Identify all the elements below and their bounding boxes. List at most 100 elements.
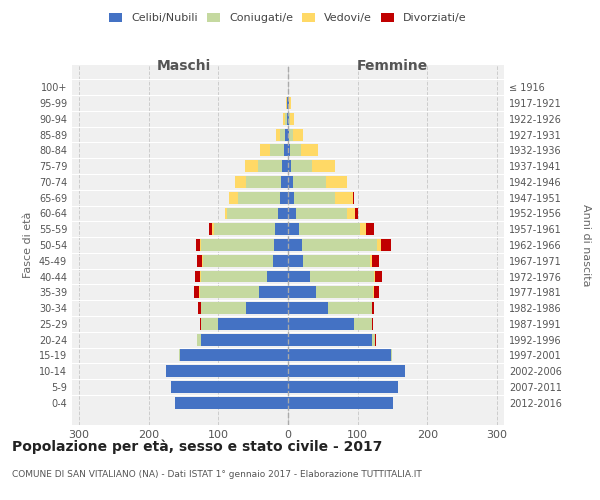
Bar bbox=[366, 224, 374, 235]
Bar bbox=[288, 192, 294, 203]
Bar bbox=[375, 270, 382, 282]
Bar bbox=[373, 255, 379, 266]
Bar bbox=[326, 176, 347, 188]
Bar bbox=[288, 113, 289, 124]
Bar bbox=[179, 350, 180, 362]
Bar bbox=[289, 97, 291, 109]
Bar bbox=[328, 302, 371, 314]
Bar bbox=[229, 192, 238, 203]
Bar bbox=[283, 113, 284, 124]
Bar bbox=[200, 286, 259, 298]
Bar bbox=[361, 224, 366, 235]
Bar bbox=[246, 176, 281, 188]
Bar bbox=[180, 350, 288, 362]
Bar bbox=[212, 224, 214, 235]
Text: Maschi: Maschi bbox=[157, 59, 211, 73]
Bar bbox=[391, 350, 392, 362]
Bar bbox=[200, 318, 201, 330]
Bar bbox=[310, 270, 374, 282]
Bar bbox=[288, 255, 304, 266]
Bar bbox=[288, 334, 371, 345]
Bar bbox=[289, 128, 293, 140]
Bar bbox=[293, 176, 326, 188]
Bar bbox=[209, 224, 212, 235]
Bar bbox=[288, 270, 310, 282]
Legend: Celibi/Nubili, Coniugati/e, Vedovi/e, Divorziati/e: Celibi/Nubili, Coniugati/e, Vedovi/e, Di… bbox=[105, 8, 471, 28]
Bar bbox=[272, 255, 288, 266]
Bar bbox=[288, 160, 292, 172]
Bar bbox=[371, 334, 375, 345]
Text: COMUNE DI SAN VITALIANO (NA) - Dati ISTAT 1° gennaio 2017 - Elaborazione TUTTITA: COMUNE DI SAN VITALIANO (NA) - Dati ISTA… bbox=[12, 470, 422, 479]
Bar bbox=[290, 144, 301, 156]
Bar bbox=[201, 270, 267, 282]
Bar bbox=[288, 239, 302, 251]
Y-axis label: Anni di nascita: Anni di nascita bbox=[581, 204, 591, 286]
Bar bbox=[289, 113, 290, 124]
Bar bbox=[292, 160, 313, 172]
Bar bbox=[302, 239, 377, 251]
Bar bbox=[373, 286, 374, 298]
Bar bbox=[275, 224, 288, 235]
Bar bbox=[278, 208, 288, 220]
Bar bbox=[288, 318, 354, 330]
Bar bbox=[224, 208, 227, 220]
Bar bbox=[288, 128, 289, 140]
Bar bbox=[274, 239, 288, 251]
Bar bbox=[294, 192, 335, 203]
Bar bbox=[238, 192, 280, 203]
Bar bbox=[288, 97, 289, 109]
Bar bbox=[288, 350, 391, 362]
Bar bbox=[287, 97, 288, 109]
Bar bbox=[202, 255, 203, 266]
Bar bbox=[276, 128, 280, 140]
Bar bbox=[354, 318, 371, 330]
Bar bbox=[197, 255, 202, 266]
Bar bbox=[283, 160, 288, 172]
Bar bbox=[304, 255, 370, 266]
Bar bbox=[258, 160, 283, 172]
Bar bbox=[246, 302, 288, 314]
Bar bbox=[288, 366, 405, 377]
Bar bbox=[316, 286, 373, 298]
Bar bbox=[288, 381, 398, 393]
Bar bbox=[203, 255, 272, 266]
Bar bbox=[347, 208, 355, 220]
Bar bbox=[288, 208, 296, 220]
Bar bbox=[260, 144, 270, 156]
Bar bbox=[214, 224, 275, 235]
Bar bbox=[355, 208, 358, 220]
Bar bbox=[171, 381, 288, 393]
Bar bbox=[353, 192, 354, 203]
Bar bbox=[280, 128, 285, 140]
Bar bbox=[194, 286, 199, 298]
Bar bbox=[371, 302, 374, 314]
Bar bbox=[259, 286, 288, 298]
Bar bbox=[280, 192, 288, 203]
Bar bbox=[288, 176, 293, 188]
Bar bbox=[166, 366, 288, 377]
Bar bbox=[288, 286, 316, 298]
Bar bbox=[218, 318, 288, 330]
Bar bbox=[374, 270, 375, 282]
Bar bbox=[270, 144, 284, 156]
Bar bbox=[374, 286, 379, 298]
Bar bbox=[296, 208, 347, 220]
Bar bbox=[288, 224, 299, 235]
Bar bbox=[299, 224, 361, 235]
Bar bbox=[335, 192, 353, 203]
Bar bbox=[196, 239, 200, 251]
Bar bbox=[201, 302, 246, 314]
Bar bbox=[370, 255, 373, 266]
Bar bbox=[290, 113, 293, 124]
Bar bbox=[375, 334, 376, 345]
Bar bbox=[201, 318, 218, 330]
Bar bbox=[286, 97, 287, 109]
Bar bbox=[200, 239, 201, 251]
Bar bbox=[200, 270, 201, 282]
Bar bbox=[382, 239, 391, 251]
Bar bbox=[201, 239, 274, 251]
Bar bbox=[201, 334, 288, 345]
Bar bbox=[199, 286, 200, 298]
Bar bbox=[301, 144, 318, 156]
Bar bbox=[198, 302, 201, 314]
